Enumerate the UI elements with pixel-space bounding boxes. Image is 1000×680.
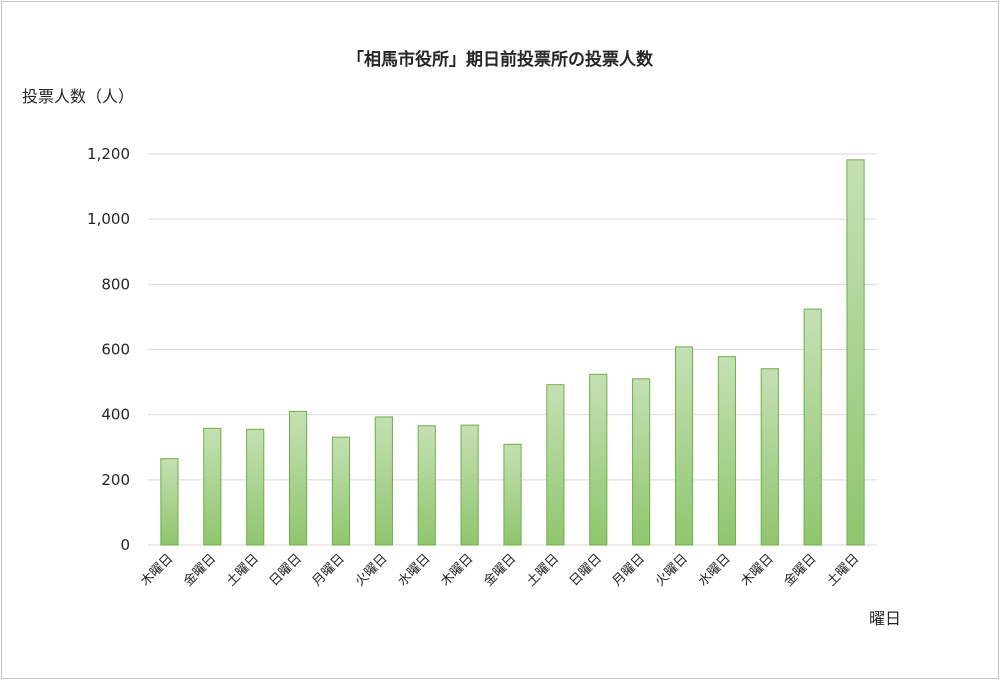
bar <box>289 410 308 546</box>
bar <box>331 436 351 546</box>
y-axis-title: 投票人数（人） <box>22 87 134 106</box>
x-tick-label: 火曜日 <box>653 551 691 589</box>
x-tick-label: 日曜日 <box>567 551 605 589</box>
y-tick-label: 0 <box>120 536 130 554</box>
bar <box>460 424 479 546</box>
x-tick-label: 水曜日 <box>696 551 734 589</box>
x-tick-labels: 木曜日 金曜日 土曜日 日曜日 月曜日 火曜日 水曜日 木曜日 金曜日 土曜日 日曜日 月曜日 火曜日水… <box>138 551 862 590</box>
bar <box>546 384 565 546</box>
bar <box>160 458 179 546</box>
y-tick-label: 800 <box>101 275 130 293</box>
bar <box>503 443 522 546</box>
x-tick-label: 月曜日 <box>310 551 348 589</box>
x-tick-label: 金曜日 <box>480 551 519 590</box>
bar <box>246 428 265 546</box>
y-tick-label: 600 <box>101 341 130 359</box>
x-tick-label: 土曜日 <box>224 551 262 589</box>
x-tick-label: 木曜日 <box>738 551 776 589</box>
chart-title: 「相馬市役所」期日前投票所の投票人数 <box>347 49 654 70</box>
gridlines <box>148 153 877 546</box>
y-tick-label: 400 <box>101 406 130 424</box>
x-tick-label: 土曜日 <box>524 551 562 589</box>
x-tick-label: 日曜日 <box>267 551 305 589</box>
bar <box>589 373 608 546</box>
x-tick-label: 月曜日 <box>610 551 648 589</box>
y-tick-labels: 0 200 400 600 800 1,000 1,200 <box>87 145 130 554</box>
y-tick-label: 1,200 <box>87 145 130 163</box>
bar <box>803 308 822 546</box>
x-tick-label: 金曜日 <box>781 551 820 590</box>
x-tick-label: 木曜日 <box>138 551 176 589</box>
x-tick-label: 金曜日 <box>180 551 219 590</box>
bar <box>674 346 694 546</box>
x-tick-label: 水曜日 <box>395 551 433 589</box>
bar <box>203 427 222 546</box>
bar <box>846 159 865 546</box>
bar <box>417 425 436 546</box>
bar <box>632 378 651 546</box>
bar <box>760 368 779 546</box>
y-tick-label: 1,000 <box>87 210 130 228</box>
bars <box>160 159 865 546</box>
x-tick-label: 木曜日 <box>438 551 476 589</box>
x-tick-label: 土曜日 <box>824 551 862 589</box>
x-axis-title: 曜日 <box>869 609 901 628</box>
x-tick-label: 火曜日 <box>352 551 390 589</box>
bar <box>717 356 736 546</box>
bar <box>374 416 393 546</box>
y-tick-label: 200 <box>101 471 130 489</box>
